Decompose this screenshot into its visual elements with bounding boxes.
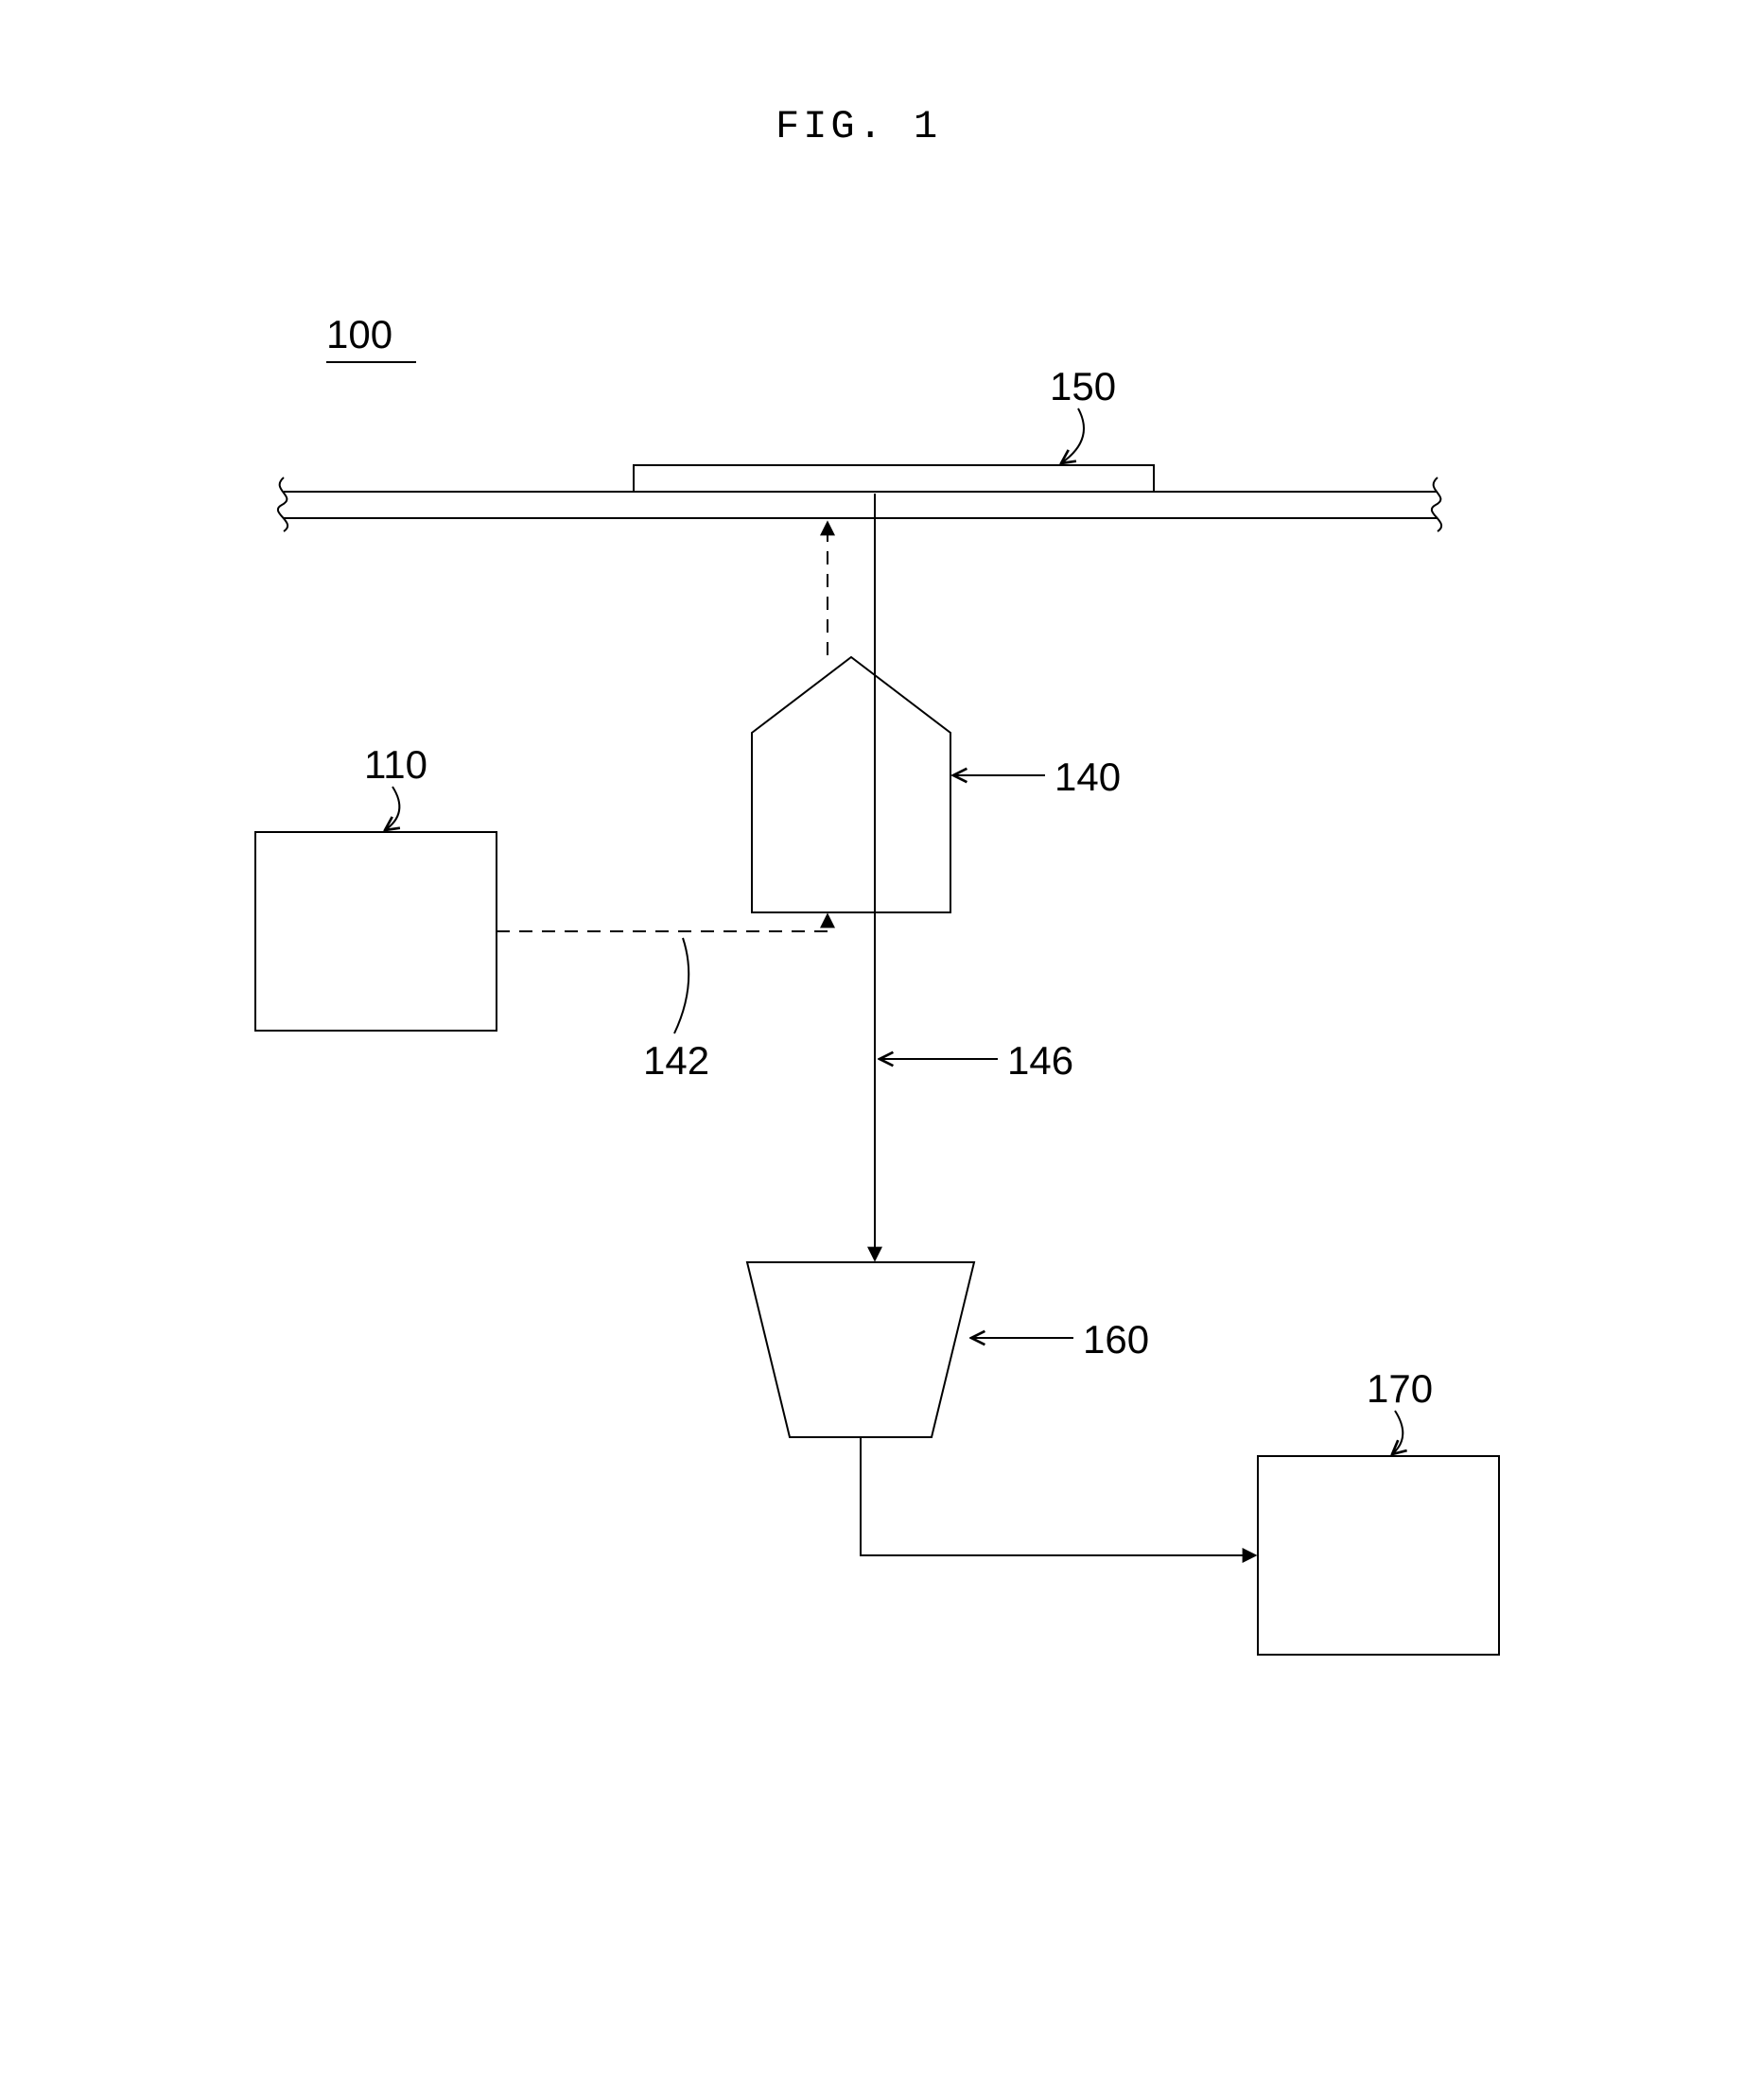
label-170: 170	[1367, 1366, 1433, 1412]
label-142: 142	[643, 1038, 709, 1084]
label-160: 160	[1083, 1317, 1149, 1362]
funnel-160	[747, 1262, 974, 1437]
leader-110	[385, 787, 399, 830]
rail-left	[278, 477, 634, 531]
label-140: 140	[1055, 755, 1121, 800]
path-funnel-to-170	[861, 1437, 1256, 1555]
box-110	[255, 832, 497, 1031]
label-110: 110	[364, 742, 427, 788]
box-170	[1258, 1456, 1499, 1655]
path-142-dashed	[497, 914, 828, 931]
diagram-svg	[0, 0, 1743, 2100]
nozzle-140	[752, 657, 950, 912]
diagram-canvas: FIG. 1 100	[0, 0, 1743, 2100]
label-146: 146	[1007, 1038, 1073, 1084]
leader-150	[1061, 408, 1084, 463]
leader-170	[1392, 1411, 1403, 1454]
leader-142	[674, 938, 688, 1033]
plate-150	[634, 465, 1154, 492]
label-150: 150	[1050, 364, 1116, 409]
